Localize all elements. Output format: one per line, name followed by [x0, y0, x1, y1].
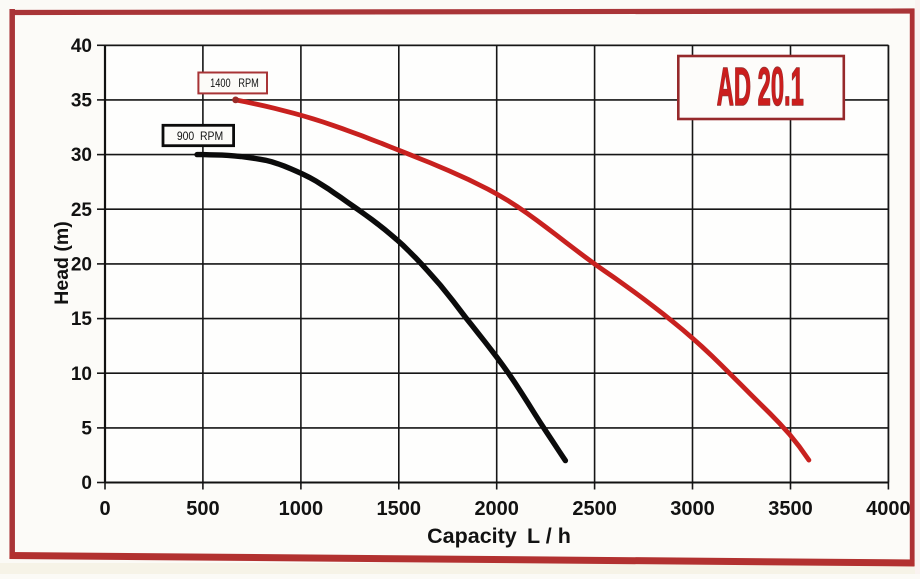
svg-text:3000: 3000: [670, 498, 715, 520]
svg-text:0: 0: [99, 498, 110, 520]
svg-text:0: 0: [81, 473, 92, 494]
svg-text:1500: 1500: [377, 498, 422, 520]
svg-text:2000: 2000: [474, 498, 519, 520]
svg-text:Head (m): Head (m): [51, 221, 73, 304]
svg-text:1400 RPM: 1400 RPM: [210, 77, 259, 90]
svg-text:20: 20: [71, 255, 92, 276]
svg-text:10: 10: [71, 364, 92, 385]
svg-text:900 RPM: 900 RPM: [177, 130, 223, 143]
svg-text:40: 40: [71, 36, 92, 57]
svg-text:5: 5: [81, 419, 92, 440]
svg-text:AD 20.1: AD 20.1: [717, 56, 804, 117]
svg-text:30: 30: [71, 145, 92, 166]
svg-text:500: 500: [186, 498, 219, 520]
svg-text:35: 35: [71, 91, 93, 112]
svg-text:Capacity L / h: Capacity L / h: [427, 524, 571, 548]
svg-text:25: 25: [71, 200, 93, 221]
svg-text:15: 15: [71, 309, 93, 330]
svg-text:3500: 3500: [768, 498, 813, 520]
svg-text:2500: 2500: [572, 498, 617, 520]
svg-text:1000: 1000: [279, 498, 324, 520]
svg-text:4000: 4000: [866, 498, 911, 520]
